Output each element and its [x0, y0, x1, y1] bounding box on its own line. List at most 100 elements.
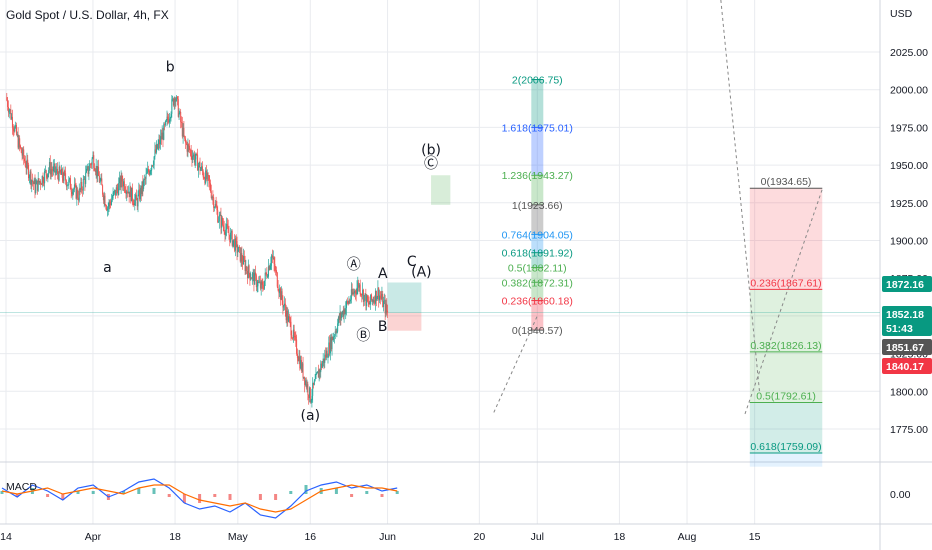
candle-body [91, 158, 93, 165]
candle-body [13, 129, 15, 132]
candle-body [96, 166, 98, 177]
candle-body [253, 273, 255, 285]
fib-extension-label: 0.618(1891.92) [502, 248, 573, 260]
candle-body [36, 180, 38, 185]
fibonacci-levels: 2(2006.75) 1.618(1975.01) 1.236(1943.27) 1(… [502, 75, 823, 454]
candle-body [319, 369, 321, 373]
candle-body [21, 152, 23, 156]
candle-body [148, 171, 150, 175]
candle-body [317, 371, 319, 374]
candle-body [314, 378, 316, 381]
candle-body [12, 127, 14, 130]
candle-body [313, 382, 315, 385]
fib-extension-label: 2(2006.75) [512, 75, 563, 87]
candle-body [122, 181, 124, 187]
candle-body [131, 187, 133, 202]
candle-body [321, 363, 323, 368]
fib-extension-band [531, 234, 544, 253]
candle-body [288, 316, 290, 322]
candle-body [70, 189, 72, 192]
candle-body [172, 98, 174, 106]
candle-body [106, 208, 108, 211]
fib-extension-label: 0.382(1872.31) [502, 277, 573, 289]
candle-body [171, 99, 173, 114]
candle-body [24, 161, 26, 167]
candle-body [155, 149, 157, 153]
candle-body [7, 106, 9, 113]
candle-body [75, 184, 77, 199]
candle-body [135, 194, 137, 201]
candle-body [215, 203, 217, 208]
candle-body [76, 189, 78, 199]
fib-extension-label: 0.236(1860.18) [502, 296, 573, 308]
candle-body [218, 221, 220, 223]
candle-body [235, 238, 237, 242]
candle-body [181, 122, 183, 137]
time-tick-label: Jun [379, 531, 396, 543]
candle-body [321, 363, 323, 368]
time-axis: 14 Apr 18 May 16 Jun 20 Jul 18 Aug 15 [0, 531, 760, 543]
candle-body [77, 189, 79, 198]
macd-pane: MACD 0.00 [0, 478, 911, 519]
candle-body [304, 380, 306, 385]
candle-body [119, 177, 121, 188]
candle-body [300, 360, 302, 371]
candle-body [285, 310, 287, 321]
candle-body [245, 266, 247, 271]
candle-body [58, 166, 60, 181]
candle-body [98, 175, 100, 183]
candle-body [135, 194, 137, 200]
candle-body [10, 109, 12, 119]
candle-body [52, 166, 54, 172]
candle-body [365, 293, 367, 306]
macd-histogram-bar [213, 494, 217, 497]
candle-body [185, 142, 187, 144]
fib-extension-band [531, 282, 544, 301]
macd-histogram-bar [334, 488, 338, 494]
candle-body [332, 336, 334, 340]
target-zone-box [431, 175, 451, 205]
candle-body [252, 273, 254, 274]
candle-body [40, 184, 42, 185]
candle-body [80, 182, 82, 190]
candle-body [24, 158, 26, 162]
candle-body [173, 98, 175, 106]
candle-body [349, 300, 351, 302]
candle-body [231, 230, 233, 246]
candle-body [166, 116, 168, 121]
candle-body [241, 253, 243, 262]
candle-body [132, 200, 134, 204]
candle-body [315, 373, 317, 379]
price-tick-label: 1800.00 [890, 386, 928, 398]
candle-body [203, 177, 205, 179]
candle-body [376, 296, 378, 301]
candle-body [305, 380, 307, 388]
time-tick-label: 18 [169, 531, 181, 543]
candle-body [351, 289, 353, 294]
candle-body [189, 149, 191, 151]
wave-label: b [166, 60, 175, 76]
candle-body [269, 265, 271, 270]
candle-body [220, 214, 222, 228]
candle-body [204, 178, 206, 184]
candle-body [56, 168, 58, 172]
candle-body [370, 294, 372, 301]
candle-body [31, 180, 33, 185]
candle-body [95, 166, 97, 173]
candle-body [143, 180, 145, 189]
candle-body [143, 178, 145, 181]
candle-body [239, 247, 241, 262]
candle-body [189, 145, 191, 150]
candle-body [45, 170, 47, 175]
candle-body [303, 376, 305, 378]
candle-body [229, 234, 231, 242]
candle-body [92, 155, 94, 159]
candle-body [267, 276, 269, 278]
candle-body [363, 295, 365, 302]
candle-body [378, 287, 380, 301]
price-tick-label: 1950.00 [890, 160, 928, 172]
candle-body [212, 197, 214, 198]
candle-body [296, 353, 298, 358]
macd-histogram-bar [61, 494, 65, 500]
